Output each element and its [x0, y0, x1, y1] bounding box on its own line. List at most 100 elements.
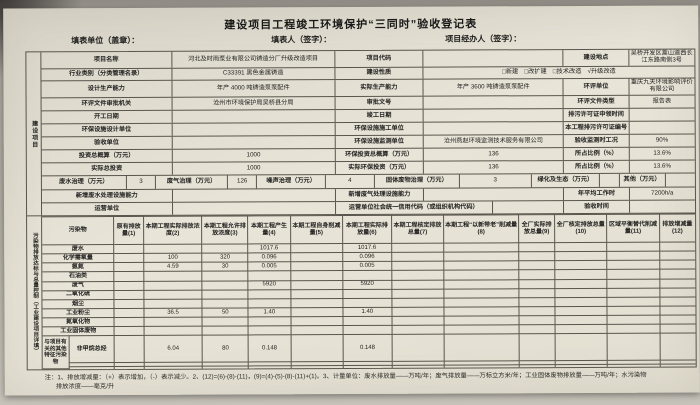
pollutant-value: [202, 280, 249, 290]
pollutant-value: [518, 279, 555, 289]
pollutant-value: [443, 297, 520, 307]
field-label: 项目代码: [335, 50, 424, 68]
pollutant-value: [114, 253, 144, 263]
field-value: [172, 110, 336, 123]
pollutant-value: [114, 299, 144, 309]
pollutant-name: 氨氮: [42, 262, 115, 273]
field-value: 1000: [172, 149, 336, 162]
field-label: 验收监测时工况: [564, 134, 630, 148]
field-value: 13.6%: [653, 162, 671, 170]
column-header: 区域平衡替代削减量(11): [606, 214, 660, 243]
pollutant-value: [143, 289, 203, 300]
pollutant-value: [554, 269, 608, 280]
pollutant-value: [444, 334, 520, 362]
pollutant-value: [659, 260, 696, 270]
field-value: [629, 109, 694, 121]
pollutant-value: [659, 305, 696, 316]
pollutant-value: [391, 270, 444, 280]
column-header: 本期工程实际排放浓度(2): [143, 216, 203, 245]
pollutant-value: [554, 306, 608, 316]
pollutant-value: 50: [202, 307, 249, 318]
pollutant-value: [519, 306, 556, 316]
pollutant-value: [114, 308, 144, 318]
pollutant-value: [606, 251, 660, 261]
pollutant-name: 非甲烷总烃: [68, 335, 115, 364]
pollutant-value: [659, 251, 696, 261]
field-label: 环评文件类型: [563, 95, 630, 109]
field-label: 噪声治理（万元）: [257, 175, 326, 189]
field-value: 1000: [172, 162, 336, 175]
field-value: 报告表: [652, 97, 672, 105]
section1-side-label: 建设项目: [26, 52, 43, 216]
pollutant-value: [290, 325, 343, 336]
field-label: 建设性质: [335, 67, 424, 80]
pollutant-value: [290, 243, 343, 253]
pollutant-value: [143, 244, 203, 254]
field-value: 3: [459, 174, 532, 188]
project-agent-label: 项目经办人（签字）：: [445, 34, 522, 44]
pollutant-table-wrap: 污染物 原有排放量(1) 本期工程实际排放浓度(2) 本期工程允许排放浓度(3) 本期工…: [42, 214, 696, 370]
pollutant-value: [290, 280, 343, 290]
pollutant-value: [290, 270, 343, 281]
column-header: 全厂实际排放总量(9): [518, 214, 555, 243]
field-label: 环评单位: [563, 78, 630, 96]
field-value: 年产 3600 吨铸造泵泵配件: [423, 79, 564, 96]
pollutant-value: [554, 260, 608, 270]
pollutant-value: [391, 325, 445, 335]
pollutant-value: [290, 298, 343, 308]
pollutant-value: [342, 288, 392, 299]
pollutant-value: [343, 365, 393, 368]
field-label: 运营单位: [42, 202, 173, 216]
pollutant-value: [202, 316, 249, 327]
pollutant-value: [519, 364, 556, 367]
pollutant-value: [248, 289, 291, 299]
field-value: 136: [423, 148, 565, 161]
pollutant-value: [519, 324, 556, 335]
field-label: 实际环保投资（万元）: [335, 161, 424, 175]
pollutant-value: [391, 316, 445, 326]
field-label: 年平均工作时: [564, 187, 630, 201]
pollutant-name: 工业固体废物: [42, 326, 115, 337]
pollutant-value: [114, 290, 144, 300]
field-label: 验收单位: [41, 136, 173, 150]
pollutant-value: [202, 365, 249, 369]
pollutant-value: [518, 242, 555, 252]
field-label: 实际总投资: [41, 162, 173, 176]
pollutant-value: [607, 287, 660, 298]
field-value: [423, 188, 565, 201]
pollutant-value: [342, 270, 392, 281]
pollutant-value: [248, 365, 291, 368]
field-value: 河北及时雨泵业有限公司铸造分厂升级改造项目: [171, 51, 336, 68]
pollutant-value: [554, 288, 608, 298]
pollutant-value: 30: [202, 262, 248, 272]
pollutant-value: [114, 366, 144, 369]
pollutant-value: [143, 317, 203, 327]
field-label: 设计生产能力: [41, 80, 173, 98]
pollutant-value: [391, 243, 444, 253]
field-label: 行业类别（分类管理名录）: [41, 68, 173, 81]
section2-side-text: 污染物排放达标与总量控制（工业建设项目详填）: [31, 232, 39, 354]
pollutant-value: [554, 242, 607, 252]
column-header: 原有排放量(1): [113, 216, 144, 245]
pollutant-value: [114, 280, 144, 291]
pollutant-value: 0.148: [342, 334, 393, 362]
field-label: 废气治理（万元）: [156, 175, 229, 189]
pollutant-value: 0.096: [247, 252, 291, 263]
pollutant-name: 氮氧化物: [42, 317, 115, 327]
field-label: 新增废气处理设施能力: [335, 188, 424, 202]
pollutant-value: [554, 278, 608, 289]
pollutant-value: [114, 317, 144, 327]
pollutant-value: [444, 324, 520, 335]
field-value: C33391 黑色金属铸造: [172, 68, 336, 80]
field-value: [423, 122, 565, 135]
pollutant-value: [519, 333, 556, 362]
pollutant-value: [444, 315, 520, 326]
pollutant-value: 0.148: [248, 335, 291, 363]
pollutant-value: 1017.6: [247, 243, 291, 254]
field-label: 固体废物治理（万元）: [374, 174, 460, 188]
field-label: 建设地点: [563, 49, 630, 67]
pollutant-value: [391, 288, 444, 299]
pollutant-value: [518, 251, 555, 262]
pollutant-value: [607, 315, 660, 325]
